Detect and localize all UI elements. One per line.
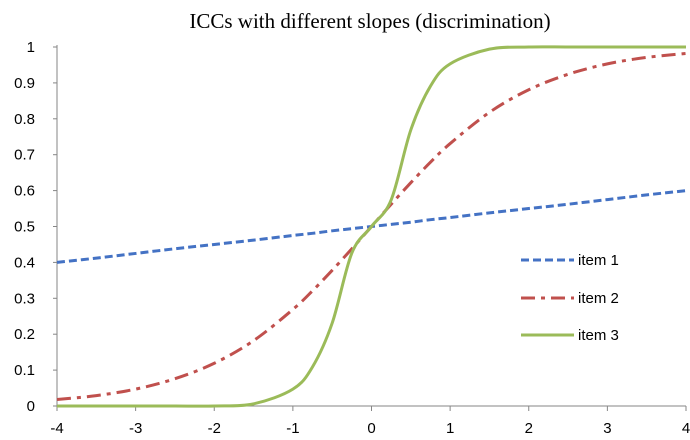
y-tick-label: 0.6 bbox=[14, 183, 35, 200]
y-tick-label: 0.5 bbox=[14, 219, 35, 236]
x-tick-label: 2 bbox=[525, 420, 533, 437]
y-tick-label: 0.7 bbox=[14, 147, 35, 164]
x-tick-label: -4 bbox=[50, 420, 63, 437]
y-tick-label: 0.9 bbox=[14, 75, 35, 92]
y-tick-label: 0.4 bbox=[14, 254, 35, 271]
y-tick-label: 0.8 bbox=[14, 111, 35, 128]
axes: 0 0.1 0.2 0.3 0.4 0.5 0.6 0.7 0.8 0.9 1 -4 -3 -2 -1 0 1 2… bbox=[14, 39, 690, 437]
x-tick-label: 1 bbox=[446, 420, 454, 437]
series-line-item-3 bbox=[57, 47, 686, 406]
legend-label-item-3: item 3 bbox=[578, 327, 619, 344]
chart-title: ICCs with different slopes (discriminati… bbox=[189, 9, 550, 33]
x-tick-label: -3 bbox=[129, 420, 142, 437]
x-tick-label: -2 bbox=[208, 420, 221, 437]
y-tick-label: 1 bbox=[27, 39, 35, 56]
y-tick-label: 0 bbox=[27, 398, 35, 415]
legend: item 1 item 2 item 3 bbox=[521, 252, 619, 344]
y-tick-label: 0.3 bbox=[14, 290, 35, 307]
legend-label-item-1: item 1 bbox=[578, 252, 619, 269]
x-tick-label: 0 bbox=[367, 420, 375, 437]
x-tick-label: 4 bbox=[682, 420, 690, 437]
x-tick-label: 3 bbox=[603, 420, 611, 437]
series-layer bbox=[57, 47, 686, 406]
y-tick-label: 0.2 bbox=[14, 326, 35, 343]
y-tick-label: 0.1 bbox=[14, 362, 35, 379]
legend-label-item-2: item 2 bbox=[578, 290, 619, 307]
x-tick-label: -1 bbox=[286, 420, 299, 437]
